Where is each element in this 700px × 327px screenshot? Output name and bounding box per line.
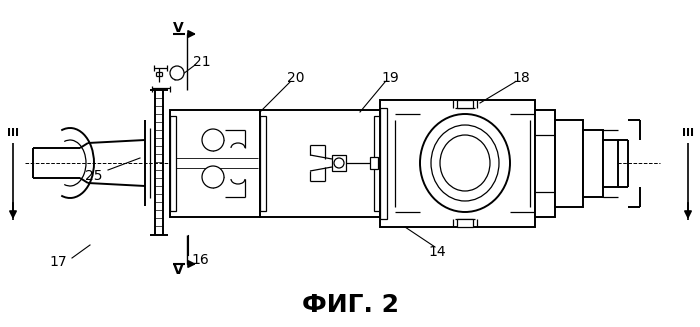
Text: III: III bbox=[7, 128, 19, 138]
Circle shape bbox=[170, 66, 184, 80]
Bar bbox=[170, 116, 176, 211]
Text: III: III bbox=[682, 128, 694, 138]
Text: 20: 20 bbox=[287, 71, 304, 85]
Circle shape bbox=[202, 129, 224, 151]
Text: 14: 14 bbox=[428, 245, 446, 259]
Bar bbox=[370, 157, 378, 169]
Bar bbox=[603, 140, 618, 187]
Text: 17: 17 bbox=[49, 255, 66, 269]
Bar bbox=[374, 116, 380, 211]
Text: V: V bbox=[173, 21, 183, 35]
Text: V: V bbox=[173, 263, 183, 277]
Circle shape bbox=[202, 166, 224, 188]
Text: 18: 18 bbox=[512, 71, 530, 85]
Bar bbox=[260, 110, 380, 217]
Bar bbox=[457, 219, 473, 227]
Bar bbox=[535, 110, 555, 217]
Bar bbox=[457, 100, 473, 108]
Bar bbox=[260, 116, 266, 211]
Text: ФИГ. 2: ФИГ. 2 bbox=[302, 293, 398, 317]
Bar bbox=[380, 108, 387, 219]
Bar bbox=[583, 130, 603, 197]
Text: 21: 21 bbox=[193, 55, 211, 69]
Bar bbox=[380, 100, 535, 227]
Bar bbox=[332, 155, 346, 171]
Text: 16: 16 bbox=[191, 253, 209, 267]
Circle shape bbox=[334, 158, 344, 168]
Text: 25: 25 bbox=[85, 169, 103, 183]
Bar bbox=[555, 120, 583, 207]
Text: 19: 19 bbox=[381, 71, 399, 85]
Bar bbox=[170, 110, 260, 217]
